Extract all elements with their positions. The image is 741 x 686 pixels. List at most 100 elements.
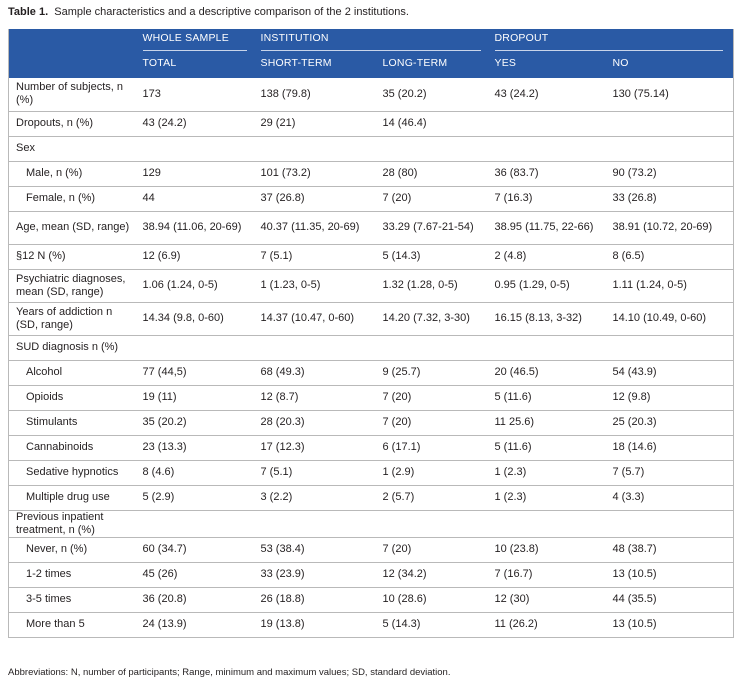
table-row: Sedative hypnotics 8 (4.6) 7 (5.1) 1 (2.9) 1… [8, 460, 734, 485]
header-empty-cell [8, 54, 139, 78]
table-cell: 2 (4.8) [494, 250, 527, 262]
table-cell: 38.94 (11.06, 20-69) [142, 221, 242, 233]
table-cell: 38.95 (11.75, 22-66) [494, 221, 594, 233]
row-label: Psychiatric diagnoses, mean (SD, range) [16, 272, 126, 298]
header-empty-cell [8, 29, 139, 54]
table-cell: 1.32 (1.28, 0-5) [382, 279, 458, 291]
table-cell [491, 510, 609, 537]
row-label: More than 5 [26, 618, 85, 630]
table-cell: 33.29 (7.67-21-54) [382, 221, 474, 233]
table-row: Age, mean (SD, range) 38.94 (11.06, 20-69… [8, 211, 734, 244]
table-cell [491, 136, 609, 161]
table-cell: 16.15 (8.13, 3-32) [494, 312, 582, 324]
table-row: Dropouts, n (%) 43 (24.2) 29 (21) 14 (46.4) [8, 111, 734, 136]
table-cell: 29 (21) [260, 117, 296, 129]
table-cell: 19 (13.8) [260, 618, 305, 630]
table-caption-text: Sample characteristics and a descriptive… [54, 6, 409, 18]
row-label: §12 N (%) [16, 250, 66, 262]
table-cell: 7 (20) [382, 192, 412, 204]
row-label: Sedative hypnotics [26, 466, 119, 478]
table-cell: 12 (6.9) [142, 250, 181, 262]
header-short-term: SHORT-TERM [256, 54, 379, 78]
table-row: More than 5 24 (13.9) 19 (13.8) 5 (14.3) 11 … [8, 612, 734, 637]
table-cell: 36 (83.7) [494, 167, 539, 179]
table-cell: 44 [142, 192, 155, 204]
row-label: Years of addiction n (SD, range) [16, 305, 113, 331]
table-row: Female, n (%) 44 37 (26.8) 7 (20) 7 (16.3) 33… [8, 186, 734, 211]
table-cell: 6 (17.1) [382, 441, 421, 453]
table-cell: 14.34 (9.8, 0-60) [142, 312, 224, 324]
table-cell: 43 (24.2) [494, 87, 539, 100]
table-cell [139, 136, 257, 161]
table-cell: 10 (23.8) [494, 543, 539, 555]
table-cell: 28 (20.3) [260, 416, 305, 428]
table-cell: 7 (5.7) [612, 466, 645, 478]
table-cell: 14.37 (10.47, 0-60) [260, 312, 355, 324]
table-cell: 14.10 (10.49, 0-60) [612, 312, 707, 324]
table-row: Years of addiction n (SD, range) 14.34 (9… [8, 302, 734, 335]
table-cell [491, 335, 609, 360]
table-cell: 129 [142, 167, 161, 179]
table-cell: 1 (1.23, 0-5) [260, 279, 321, 291]
table-cell: 7 (20) [382, 391, 412, 403]
table-row: Cannabinoids 23 (13.3) 17 (12.3) 6 (17.1) 5 … [8, 435, 734, 460]
table-row: Psychiatric diagnoses, mean (SD, range) 1… [8, 269, 734, 302]
table-cell: 33 (23.9) [260, 568, 305, 580]
table-cell: 26 (18.8) [260, 593, 305, 605]
table-row: Sex [8, 136, 734, 161]
table-cell: 38.91 (10.72, 20-69) [612, 221, 713, 233]
row-label: Opioids [26, 391, 64, 403]
table-row: Stimulants 35 (20.2) 28 (20.3) 7 (20) 11 25.… [8, 410, 734, 435]
table-cell: 53 (38.4) [260, 543, 305, 555]
table-cell: 20 (46.5) [494, 366, 539, 378]
table-cell: 35 (20.2) [382, 87, 427, 100]
table-cell: 5 (11.6) [494, 441, 532, 453]
header-yes: YES [490, 54, 609, 78]
table-cell: 37 (26.8) [260, 192, 305, 204]
table-cell: 101 (73.2) [260, 167, 311, 179]
header-whole-sample: WHOLE SAMPLE [138, 29, 257, 54]
table-cell [139, 335, 257, 360]
header-institution: INSTITUTION [256, 29, 491, 54]
row-label: Dropouts, n (%) [16, 117, 94, 129]
table-row: Opioids 19 (11) 12 (8.7) 7 (20) 5 (11.6) 12 (… [8, 385, 734, 410]
row-label: Alcohol [26, 366, 63, 378]
row-label: 1-2 times [26, 568, 72, 580]
table-cell [139, 510, 257, 537]
table-cell: 5 (11.6) [494, 391, 532, 403]
table-cell: 7 (16.3) [494, 192, 533, 204]
table-cell: 68 (49.3) [260, 366, 305, 378]
row-label: Cannabinoids [26, 441, 94, 453]
table-cell [257, 136, 379, 161]
row-label: Male, n (%) [26, 167, 83, 179]
table-cell: 1 (2.3) [494, 491, 527, 503]
table-cell: 5 (14.3) [382, 618, 421, 630]
table-cell: 1 (2.3) [494, 466, 527, 478]
table-body: Number of subjects, n (%) 173 138 (79.8) 35… [8, 78, 734, 637]
table-row: Alcohol 77 (44,5) 68 (49.3) 9 (25.7) 20 (46.… [8, 360, 734, 385]
table-cell: 11 (26.2) [494, 618, 538, 630]
row-label: Multiple drug use [26, 491, 110, 503]
table-cell: 5 (2.9) [142, 491, 175, 503]
table-caption: Table 1. Sample characteristics and a de… [8, 5, 409, 19]
header-group-row: WHOLE SAMPLE INSTITUTION DROPOUT [8, 29, 734, 54]
table-row: §12 N (%) 12 (6.9) 7 (5.1) 5 (14.3) 2 (4.8) 8… [8, 244, 734, 269]
table-cell: 48 (38.7) [612, 543, 657, 555]
table-cell [491, 111, 609, 136]
table-cell [609, 136, 734, 161]
table-cell: 33 (26.8) [612, 192, 657, 204]
table-row: Number of subjects, n (%) 173 138 (79.8) 35… [8, 78, 734, 111]
table-cell [257, 510, 379, 537]
table-cell: 28 (80) [382, 167, 418, 179]
table-cell: 12 (30) [494, 593, 530, 605]
table-cell: 12 (9.8) [612, 391, 651, 403]
table-cell: 17 (12.3) [260, 441, 305, 453]
table-cell: 25 (20.3) [612, 416, 657, 428]
row-label: 3-5 times [26, 593, 72, 605]
table-cell: 10 (28.6) [382, 593, 427, 605]
table-cell: 40.37 (11.35, 20-69) [260, 221, 360, 233]
table-cell: 7 (5.1) [260, 466, 293, 478]
row-label: Sex [16, 142, 35, 154]
table-cell: 35 (20.2) [142, 416, 187, 428]
